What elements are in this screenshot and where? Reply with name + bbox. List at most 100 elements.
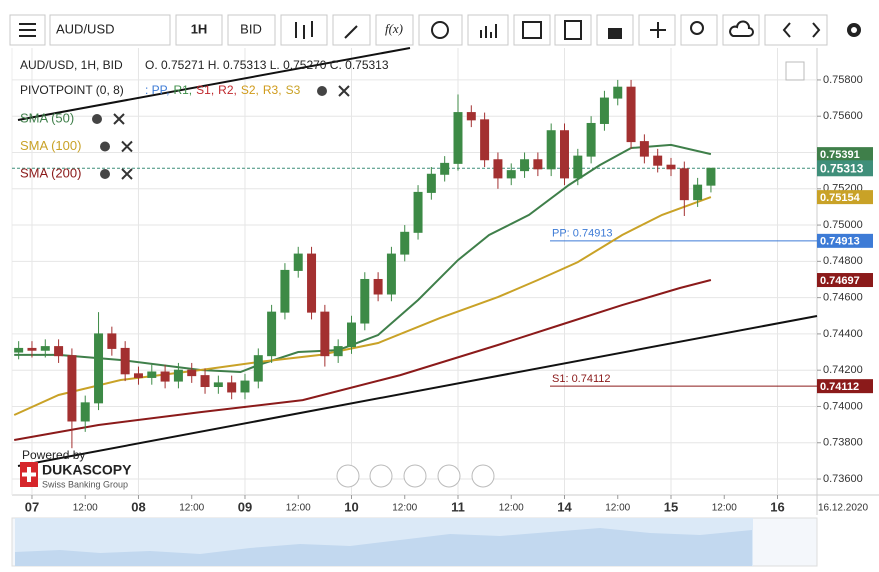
zoom-in[interactable]	[437, 464, 461, 488]
popout-button[interactable]	[785, 61, 805, 81]
candle-body	[386, 253, 396, 295]
candle-body	[693, 184, 703, 201]
y-tick-label: 0.74600	[823, 292, 863, 304]
candle-body	[573, 155, 583, 179]
candle-body	[54, 346, 64, 357]
zoom-controls	[336, 464, 495, 488]
plot: PP: 0.74913 S1: 0.74112	[12, 79, 817, 449]
trend-line[interactable]	[17, 47, 411, 121]
date-label: 16.12.2020	[818, 503, 868, 514]
gear-icon[interactable]	[92, 114, 102, 124]
candle-body	[320, 311, 330, 357]
candle-body	[533, 159, 543, 170]
close-icon[interactable]	[113, 113, 125, 125]
volume-button[interactable]	[467, 14, 509, 46]
side-button[interactable]	[227, 14, 276, 46]
x-tick-label: 12:00	[712, 503, 737, 514]
info-button[interactable]	[418, 14, 463, 46]
y-tick-label: 0.75800	[823, 74, 863, 86]
sma-line	[13, 196, 712, 416]
reset-zoom[interactable]	[403, 464, 427, 488]
lock-icon	[608, 28, 622, 39]
pivot-name: PIVOTPOINT (0, 8)	[20, 83, 124, 97]
scroll-right[interactable]	[471, 464, 495, 488]
candle-body	[466, 112, 476, 121]
toolbar: AUD/USD 1H BID f(x)	[9, 14, 861, 81]
x-tick-label: 07	[25, 499, 39, 514]
menu-icon	[19, 23, 36, 37]
candle-body	[413, 191, 423, 233]
candle-body	[147, 371, 157, 378]
logo-cross	[22, 467, 36, 482]
x-tick-label: 11	[451, 499, 465, 514]
pivot-token: R3,	[263, 83, 282, 97]
navigator-area	[15, 528, 752, 566]
indicator-button[interactable]	[375, 14, 414, 46]
trend-line[interactable]	[17, 315, 818, 467]
candle-body	[240, 380, 250, 393]
candle-body	[187, 369, 197, 377]
zoom-button[interactable]	[680, 14, 718, 46]
symbol-box[interactable]	[49, 14, 171, 46]
close-icon[interactable]	[338, 85, 350, 97]
x-tick-label: 08	[131, 499, 145, 514]
period-button[interactable]	[175, 14, 223, 46]
gear-icon[interactable]	[100, 169, 110, 179]
cloud-button[interactable]	[722, 14, 760, 46]
candle-body	[639, 141, 649, 157]
candle-body	[27, 347, 37, 351]
candle-body	[440, 162, 450, 175]
nav-buttons[interactable]	[764, 14, 828, 46]
price-tag	[817, 190, 873, 205]
candle-body	[307, 253, 317, 313]
ohlc: O. 0.75271 H. 0.75313 L. 0.75270 C. 0.75…	[145, 58, 389, 72]
brand-tagline: Swiss Banking Group	[42, 479, 128, 489]
legend-entry: SMA (50)	[20, 110, 74, 125]
pivot-token: R2,	[218, 83, 237, 97]
pivot-label: PP: 0.74913	[552, 228, 613, 240]
candle-body	[480, 119, 490, 161]
candle-body	[560, 130, 569, 179]
candle-body	[373, 278, 383, 295]
candle-body	[67, 355, 77, 422]
pivot-token: S2,	[241, 83, 259, 97]
x-tick-label: 09	[238, 499, 252, 514]
y-tick-label: 0.73600	[823, 473, 863, 485]
zoom-out[interactable]	[369, 464, 393, 488]
calendar-button[interactable]	[513, 14, 551, 46]
candle-body	[626, 86, 636, 143]
candle-body	[706, 167, 716, 186]
gear-icon[interactable]	[100, 141, 110, 152]
pivot-token: S3	[286, 83, 301, 97]
price-tag-label: 0.74913	[820, 236, 860, 248]
pencil-icon	[344, 25, 358, 39]
close-icon[interactable]	[121, 168, 133, 180]
candle-body	[173, 369, 183, 382]
x-tick-label: 15	[664, 499, 678, 514]
draw-button[interactable]	[332, 14, 371, 46]
gear-icon[interactable]	[317, 86, 327, 96]
y-tick-label: 0.74000	[823, 400, 863, 412]
close-icon[interactable]	[121, 140, 133, 153]
candle-body	[546, 130, 556, 170]
pivot-label: S1: 0.74112	[552, 373, 611, 385]
price-tag-label: 0.74112	[820, 381, 859, 393]
y-tick-label: 0.74200	[823, 364, 863, 376]
report-icon	[564, 20, 582, 40]
arrow-icons	[782, 22, 821, 38]
candle-body	[426, 173, 436, 193]
y-tick-label: 0.74400	[823, 328, 863, 340]
candle-body	[107, 333, 117, 349]
scroll-left[interactable]	[336, 464, 360, 488]
report-button[interactable]	[554, 14, 592, 46]
price-tag	[817, 147, 873, 162]
x-tick-label: 12:00	[605, 503, 630, 514]
x-tick-label: 12:00	[392, 503, 417, 514]
price-tag	[817, 160, 873, 177]
y-tick-label: 0.75000	[823, 219, 863, 231]
candle-body	[506, 170, 516, 179]
y-tick-label: 0.74800	[823, 255, 863, 267]
